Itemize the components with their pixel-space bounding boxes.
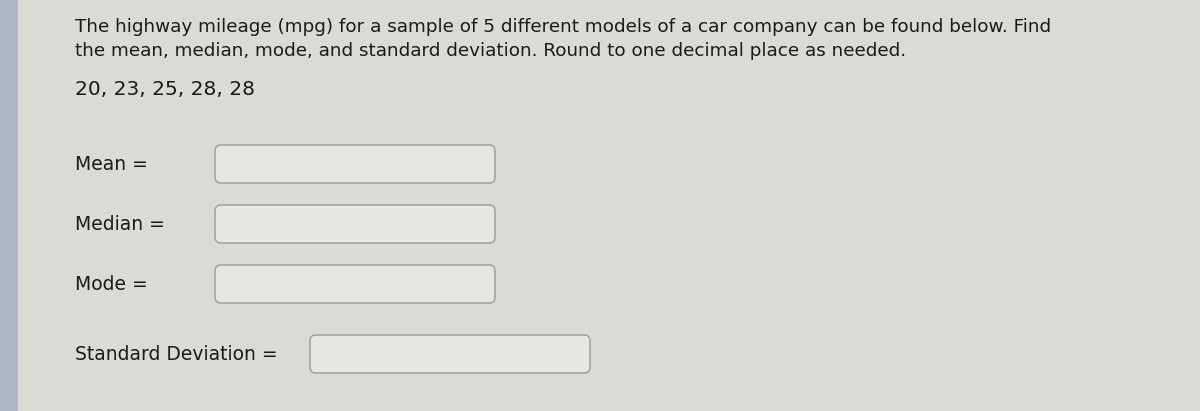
Text: Mean =: Mean =: [74, 155, 148, 173]
Bar: [0, 0, 18, 411]
FancyBboxPatch shape: [215, 145, 496, 183]
FancyBboxPatch shape: [215, 205, 496, 243]
FancyBboxPatch shape: [215, 265, 496, 303]
FancyBboxPatch shape: [310, 335, 590, 373]
Text: Standard Deviation =: Standard Deviation =: [74, 344, 277, 363]
Text: Mode =: Mode =: [74, 275, 148, 293]
Text: The highway mileage (mpg) for a sample of 5 different models of a car company ca: The highway mileage (mpg) for a sample o…: [74, 18, 1051, 36]
Text: Median =: Median =: [74, 215, 164, 233]
Text: 20, 23, 25, 28, 28: 20, 23, 25, 28, 28: [74, 80, 256, 99]
Text: the mean, median, mode, and standard deviation. Round to one decimal place as ne: the mean, median, mode, and standard dev…: [74, 42, 906, 60]
